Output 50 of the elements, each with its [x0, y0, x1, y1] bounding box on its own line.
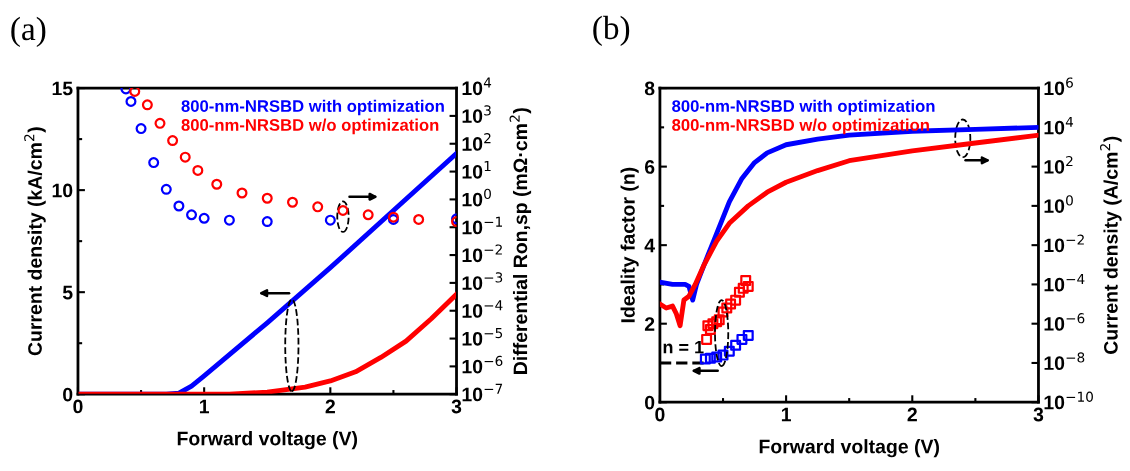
x-tick-label: 0 [73, 399, 83, 414]
y2-axis-title: Differential Ron,sp (mΩ·cm$^{2}$) [509, 108, 532, 374]
y2-tick-label: 10$^{−5}$ [462, 328, 503, 346]
y2-tick-label: 10$^{−1}$ [462, 216, 502, 235]
x-tick-label: 1 [781, 407, 791, 422]
y-tick-label: 10 [52, 183, 73, 198]
chart-title: (a) [11, 16, 46, 48]
y-axis-title: Current density (kA/cm$^{2}$) [24, 127, 46, 356]
y2-tick-label: 10$^{−10}$ [1044, 391, 1093, 410]
x-tick-label: 2 [325, 399, 335, 414]
y2-tick-label: 10$^{−4}$ [462, 300, 503, 318]
y2-tick-label: 10$^{2}$ [462, 133, 491, 151]
y2-tick-label: 10$^{−3}$ [462, 272, 503, 290]
y2-tick-label: 10$^{−2}$ [1044, 234, 1084, 253]
y2-tick-label: 10$^{4}$ [1044, 116, 1074, 135]
y2-tick-label: 10$^{2}$ [1044, 155, 1073, 174]
x-axis-title: Forward voltage (V) [177, 431, 358, 450]
y-tick-label: 2 [644, 317, 655, 331]
x-tick-label: 3 [451, 399, 462, 414]
y-tick-label: 0 [63, 387, 73, 402]
x-tick-label: 0 [655, 407, 665, 422]
y-tick-label: 4 [644, 238, 655, 253]
y2-tick-label: 10$^{0}$ [462, 188, 491, 207]
text: 800-nm-NRSBD w/o optimization [181, 118, 439, 135]
y-axis-title: Ideality factor (n) [620, 167, 639, 323]
text: 800-nm-NRSBD with optimization [181, 99, 444, 116]
series-label: 800-nm-NRSBD with optimization [672, 99, 935, 116]
y2-tick-label: 10$^{0}$ [1044, 195, 1073, 213]
y2-tick-label: 10$^{−7}$ [462, 383, 503, 402]
x-tick-label: 1 [199, 399, 210, 414]
y2-tick-label: 10$^{−2}$ [462, 244, 502, 263]
y-tick-label: 8 [644, 81, 655, 96]
ref-line-label: n = 1 [663, 340, 704, 354]
y-tick-label: 5 [62, 285, 73, 300]
y2-tick-label: 10$^{3}$ [462, 105, 491, 123]
series-label: 800-nm-NRSBD w/o optimization [672, 118, 929, 135]
y2-tick-label: 10$^{−6}$ [1044, 313, 1085, 331]
x-tick-label: 3 [1033, 407, 1044, 422]
x-tick-label: 2 [907, 407, 917, 422]
y-tick-label: 6 [644, 160, 655, 174]
y2-tick-label: 10$^{4}$ [462, 77, 492, 96]
y2-tick-label: 10$^{6}$ [1044, 77, 1073, 96]
y2-tick-label: 10$^{1}$ [462, 161, 491, 179]
x-axis-title: Forward voltage (V) [759, 439, 939, 458]
y-tick-label: 15 [52, 81, 73, 96]
y2-axis-title: Current density (A/cm$^{2}$) [1100, 136, 1122, 354]
y2-tick-label: 10$^{−4}$ [1044, 273, 1085, 292]
y2-tick-label: 10$^{−8}$ [1044, 352, 1085, 371]
y2-tick-label: 10$^{−6}$ [462, 355, 503, 374]
chart-title: (b) [593, 15, 630, 46]
